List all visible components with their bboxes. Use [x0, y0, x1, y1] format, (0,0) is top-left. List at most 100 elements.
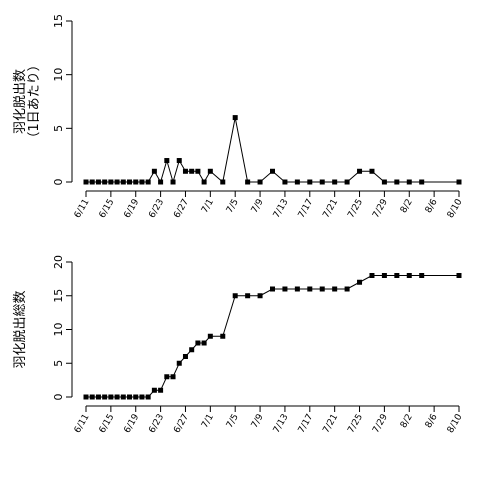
- data-point: [164, 374, 170, 380]
- x-tick-label: 7/1: [200, 198, 216, 216]
- y-tick-label: 10: [52, 323, 65, 337]
- x-tick-label: 7/17: [297, 198, 316, 221]
- data-point: [151, 387, 157, 393]
- data-point: [245, 293, 251, 299]
- data-point: [419, 273, 425, 278]
- data-point: [207, 333, 213, 339]
- data-point: [456, 273, 462, 278]
- x-tick-label: 6/11: [73, 198, 92, 221]
- data-point: [357, 279, 363, 285]
- data-point: [307, 286, 313, 292]
- data-point: [114, 179, 120, 185]
- chart-panel-2: 0 5 10 15 20 6/11 6/15 6/19 6/23 6/27 7/1 7/5 7/9 7/1…: [13, 255, 465, 435]
- data-point: [158, 179, 164, 185]
- data-point: [89, 179, 95, 185]
- data-point: [419, 179, 425, 185]
- data-point: [332, 286, 338, 292]
- y-tick-label: 20: [52, 255, 65, 269]
- data-point: [257, 293, 263, 299]
- data-point: [127, 179, 133, 185]
- x-tick-label: 7/25: [346, 198, 365, 221]
- data-point: [369, 273, 375, 278]
- data-point: [456, 179, 462, 185]
- data-point: [102, 394, 108, 400]
- data-point: [344, 286, 350, 292]
- data-point: [182, 168, 188, 174]
- data-point: [195, 340, 201, 346]
- data-point: [357, 168, 363, 174]
- y-axis-title: 羽化脱出数: [13, 69, 28, 134]
- x-tick-label: 8/10: [446, 197, 465, 220]
- y-tick-label: 15: [52, 14, 65, 28]
- x-tick-label: 7/29: [371, 197, 390, 220]
- data-point: [245, 179, 251, 185]
- y-tick-label: 5: [52, 125, 65, 132]
- x-tick-label: 7/25: [346, 413, 365, 436]
- data-point: [170, 179, 176, 185]
- data-point: [232, 115, 238, 121]
- data-point: [151, 168, 157, 174]
- data-point: [102, 179, 108, 185]
- x-tick-label: 8/6: [424, 197, 440, 215]
- data-point: [369, 168, 375, 174]
- data-point: [133, 394, 139, 400]
- x-tick-label: 7/1: [200, 413, 216, 431]
- x-tick-label: 6/19: [123, 197, 142, 220]
- x-tick-label: 6/11: [73, 413, 92, 436]
- x-tick-label: 8/6: [424, 412, 440, 430]
- y-tick-label: 15: [52, 289, 65, 303]
- data-point: [201, 179, 207, 185]
- data-point: [381, 273, 387, 278]
- x-tick-label: 6/23: [147, 413, 166, 436]
- data-point: [207, 168, 213, 174]
- data-point: [201, 340, 207, 346]
- data-point: [394, 179, 400, 185]
- data-point: [307, 179, 313, 185]
- y-axis-title: 羽化脱出総数: [13, 290, 28, 368]
- x-tick-label: 8/2: [399, 198, 415, 216]
- y-tick-label: 5: [52, 360, 65, 367]
- data-point: [257, 179, 263, 185]
- x-tick-label: 8/2: [399, 413, 415, 431]
- y-tick-label: 0: [52, 179, 65, 186]
- data-point: [294, 179, 300, 185]
- data-point: [319, 179, 325, 185]
- data-point: [381, 179, 387, 185]
- data-point: [170, 374, 176, 380]
- data-point: [294, 286, 300, 292]
- data-point: [406, 179, 412, 185]
- y-tick-label: 10: [52, 68, 65, 82]
- data-point: [127, 394, 133, 400]
- x-tick-label: 7/21: [321, 198, 340, 221]
- data-point: [319, 286, 325, 292]
- data-point: [108, 179, 114, 185]
- x-tick-label: 6/15: [98, 198, 117, 221]
- data-point: [220, 333, 226, 339]
- data-point: [189, 168, 195, 174]
- data-point: [344, 179, 350, 185]
- series-line: [86, 275, 459, 398]
- data-point: [332, 179, 338, 185]
- data-point: [394, 273, 400, 278]
- data-point: [95, 179, 101, 185]
- x-tick-label: 7/5: [225, 198, 241, 216]
- data-point: [133, 179, 139, 185]
- x-tick-label: 7/9: [250, 412, 266, 430]
- data-point: [145, 179, 151, 185]
- data-point: [164, 158, 170, 164]
- data-point: [195, 168, 201, 174]
- data-point: [139, 179, 145, 185]
- x-tick-label: 7/17: [297, 413, 316, 436]
- x-tick-label: 6/19: [123, 412, 142, 435]
- data-point: [220, 179, 226, 185]
- data-point: [282, 179, 288, 185]
- data-point: [114, 394, 120, 400]
- x-tick-label: 8/10: [446, 412, 465, 435]
- x-tick-label: 7/5: [225, 413, 241, 431]
- data-point: [182, 354, 188, 359]
- data-point: [95, 394, 101, 400]
- data-point: [139, 394, 145, 400]
- data-point: [176, 158, 182, 164]
- x-tick-label: 6/23: [147, 198, 166, 221]
